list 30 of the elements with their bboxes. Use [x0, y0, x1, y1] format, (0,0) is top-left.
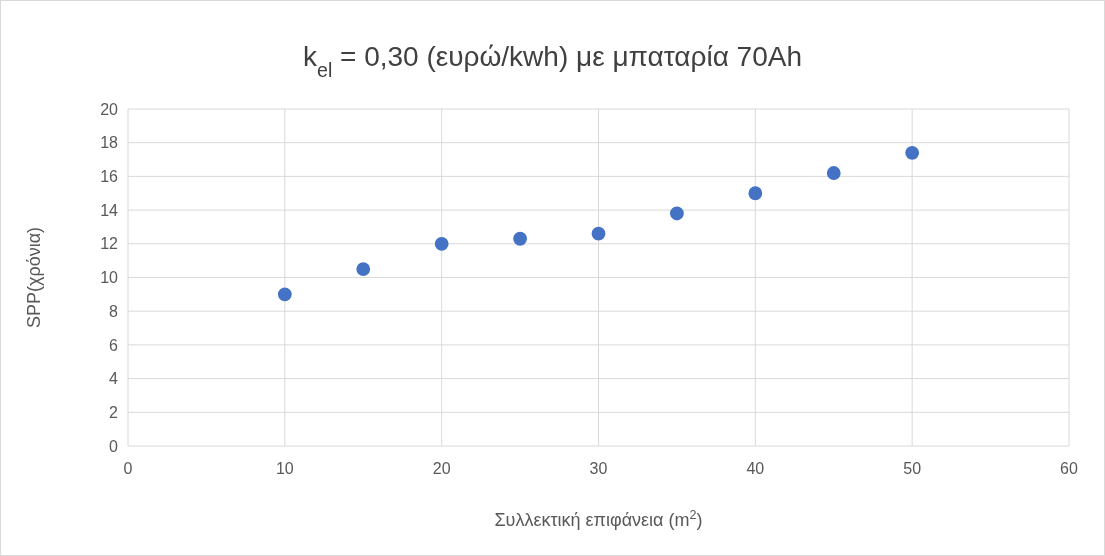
point: [434, 236, 449, 251]
y-tick-label: 14: [100, 201, 119, 219]
y-tick-label: 20: [100, 100, 119, 118]
x-tick-label: 0: [123, 460, 133, 477]
x-tick-label: 10: [275, 460, 294, 477]
x-tick-label: 40: [746, 460, 765, 477]
y-tick-label: 8: [109, 302, 119, 320]
y-tick-label: 6: [109, 336, 119, 354]
point: [356, 262, 371, 276]
x-tick-label: 50: [903, 460, 922, 477]
point: [748, 186, 763, 201]
y-tick-label: 12: [100, 235, 119, 253]
x-tick-label: 30: [589, 460, 608, 477]
point: [513, 231, 527, 246]
y-axis-title: SPP(χρόνια): [24, 226, 44, 329]
point: [591, 226, 606, 241]
point: [826, 166, 841, 180]
point: [905, 145, 920, 160]
y-tick-label: 18: [100, 134, 119, 152]
chart-title: k$_{el}$ = 0,30 (ευρώ/kwh) με μπαταρία 70Ah: [302, 41, 803, 81]
y-tick-label: 16: [100, 168, 119, 185]
y-tick-label: 4: [109, 370, 119, 388]
x-tick-label: 20: [432, 460, 451, 477]
y-tick-label: 10: [100, 269, 119, 287]
x-axis-title: Συλλεκτική επιφάνεια (m$^{2}$): [494, 508, 703, 530]
point: [670, 206, 684, 221]
y-tick-label: 2: [109, 403, 119, 421]
x-tick-label: 60: [1060, 460, 1078, 477]
point: [277, 287, 292, 302]
y-tick-label: 0: [109, 437, 119, 455]
